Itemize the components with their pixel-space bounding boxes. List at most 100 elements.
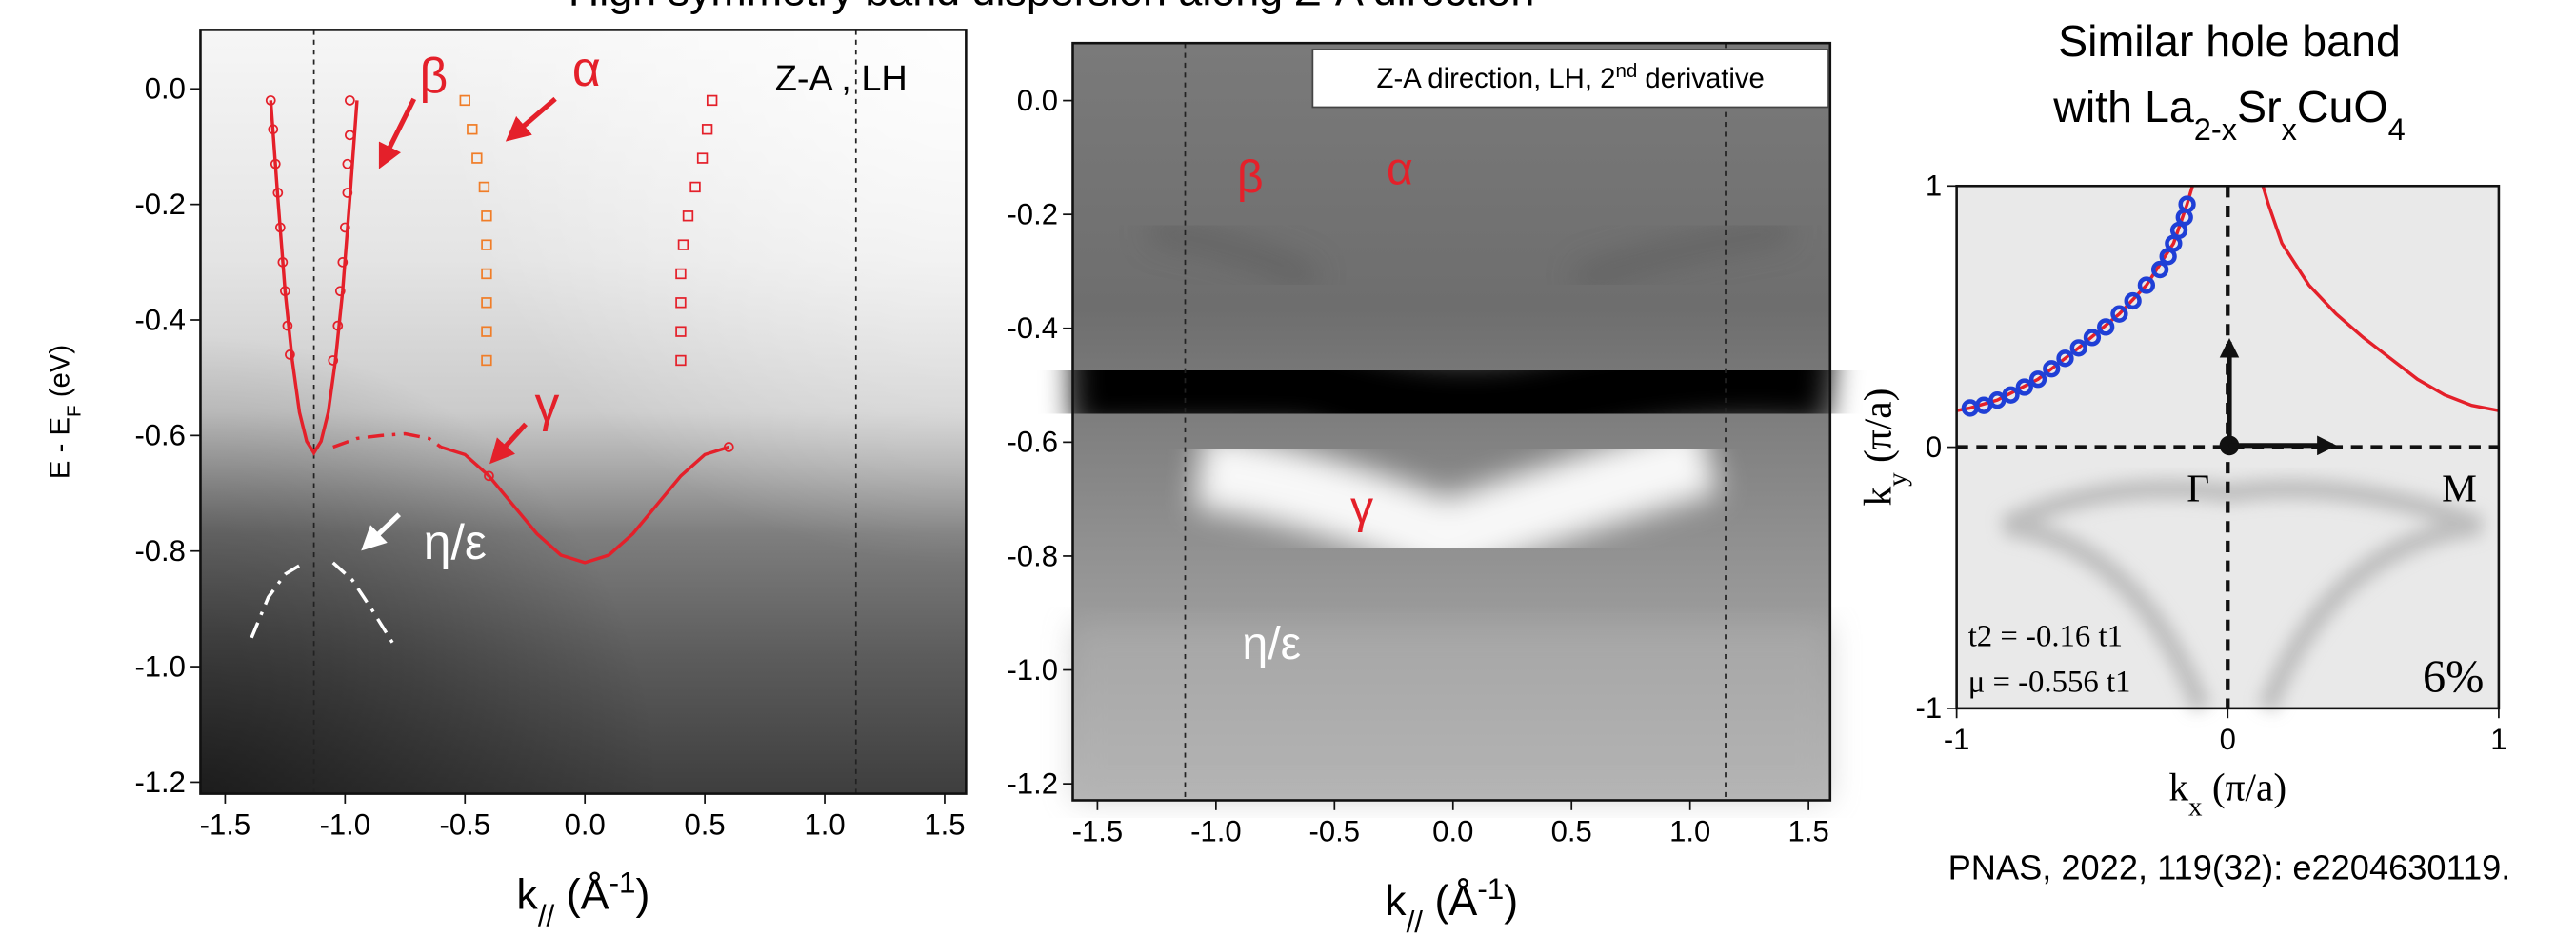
text-part: x	[2188, 791, 2203, 822]
marker	[706, 94, 718, 107]
y-axis-label: E - EF (eV)	[44, 345, 85, 479]
x-tick-label: -1.0	[1190, 815, 1242, 848]
arrow	[505, 96, 557, 142]
panel-1-annotations: β α γ η/ε Z-A , LH	[361, 41, 908, 569]
marker	[701, 124, 713, 135]
text-part: (eV)	[44, 345, 75, 406]
marker	[337, 256, 349, 268]
x-tick-label: -1.5	[200, 808, 251, 842]
x-axis-label: kx (π/a)	[2168, 765, 2286, 822]
x-tick-label: 0.5	[685, 808, 726, 842]
panel-1: -1.5 -1.0 -0.5 0.0 0.5 1.0 1.5 0.0 -0.2 -0.4 -0.6 -…	[44, 29, 968, 932]
marker	[285, 349, 295, 360]
panel-label: Z-A direction, LH, 2nd derivative	[1377, 59, 1765, 94]
panel-title: Similar hole band	[2058, 16, 2401, 66]
marker	[2043, 360, 2061, 378]
marker	[2110, 305, 2128, 323]
panel-label: Z-A , LH	[775, 59, 908, 99]
marker	[471, 152, 483, 164]
marker	[459, 94, 470, 107]
marker	[2097, 318, 2115, 336]
marker	[2028, 370, 2047, 389]
x-tick-label: -1.0	[320, 808, 371, 842]
m-symbol: M	[2442, 467, 2477, 510]
gamma-symbol: Γ	[2187, 467, 2209, 510]
marker	[1988, 391, 2007, 409]
x-tick-label: -0.5	[440, 808, 491, 842]
x-tick-label: 0	[2220, 723, 2236, 756]
text-part: (π/a)	[2203, 765, 2287, 809]
x-tick-label: 1.0	[1669, 815, 1710, 848]
marker	[2124, 291, 2142, 310]
text-part: E - E	[44, 417, 75, 479]
marker	[345, 130, 355, 141]
eta-label: η/ε	[424, 514, 487, 569]
marker	[334, 286, 346, 297]
marker	[274, 222, 286, 233]
y-tick-label: 0	[1926, 430, 1942, 464]
text-part: //	[1407, 906, 1424, 937]
series-line	[2261, 185, 2500, 412]
text-part: k	[1385, 876, 1407, 925]
marker	[481, 297, 492, 309]
x-tick-label: -1.5	[1072, 815, 1124, 848]
marker	[1974, 396, 1993, 414]
series-line	[250, 561, 395, 645]
marker	[277, 256, 289, 268]
marker	[481, 326, 492, 337]
series-line	[269, 100, 359, 456]
gamma-label: γ	[1350, 482, 1373, 533]
text-part: -1	[609, 866, 636, 899]
x-tick-label: 0.5	[1551, 815, 1592, 848]
text-part: k	[516, 869, 538, 918]
x-tick-label: 1.5	[1788, 815, 1829, 848]
doping: 6%	[2423, 652, 2484, 703]
marker	[696, 152, 709, 164]
x-tick-label: 1	[2490, 723, 2506, 756]
y-tick-label: -1.0	[134, 649, 186, 683]
x-tick-label: -1	[1944, 723, 1970, 756]
marker	[2056, 349, 2074, 368]
label-box	[1311, 49, 1829, 109]
x-tick-label: 0.0	[565, 808, 606, 842]
marker	[723, 442, 734, 452]
text-part: -1	[1477, 872, 1504, 906]
x-tick-label: 1.5	[924, 808, 965, 842]
panel-2-annotations: Z-A direction, LH, 2nd derivative β α γ …	[1237, 49, 1829, 669]
marker	[2137, 276, 2156, 294]
x-axis-label: k// (Å-1)	[516, 866, 649, 932]
text-part: F	[63, 405, 85, 417]
text-part: )	[1504, 876, 1518, 925]
parameter: μ = -0.556 t1	[1968, 666, 2131, 700]
marker	[467, 124, 478, 135]
marker	[272, 188, 284, 198]
panel-subtitle: with La2-xSrxCuO4	[2052, 82, 2406, 146]
alpha-label: α	[572, 41, 601, 96]
marker	[280, 286, 290, 297]
text-part: (Å	[554, 869, 609, 918]
text-part: with La	[2052, 82, 2194, 131]
marker	[481, 239, 492, 250]
x-tick-label: 1.0	[804, 808, 845, 842]
marker	[675, 354, 687, 367]
y-tick-label: -0.6	[1007, 426, 1058, 459]
text-part: y	[1883, 472, 1913, 487]
marker	[481, 268, 492, 280]
marker	[675, 268, 687, 280]
marker	[682, 210, 694, 222]
y-tick-label: -0.6	[134, 419, 186, 452]
derivative-image	[1071, 43, 1836, 801]
marker	[345, 95, 355, 106]
y-tick-label: -1.2	[1007, 767, 1058, 800]
marker	[481, 354, 492, 367]
x-tick-label: 0.0	[1432, 815, 1473, 848]
y-tick-label: 0.0	[1017, 84, 1058, 117]
beta-label: β	[1237, 151, 1264, 203]
y-tick-label: -0.2	[1007, 198, 1058, 231]
marker	[2002, 386, 2020, 404]
marker	[675, 297, 687, 309]
